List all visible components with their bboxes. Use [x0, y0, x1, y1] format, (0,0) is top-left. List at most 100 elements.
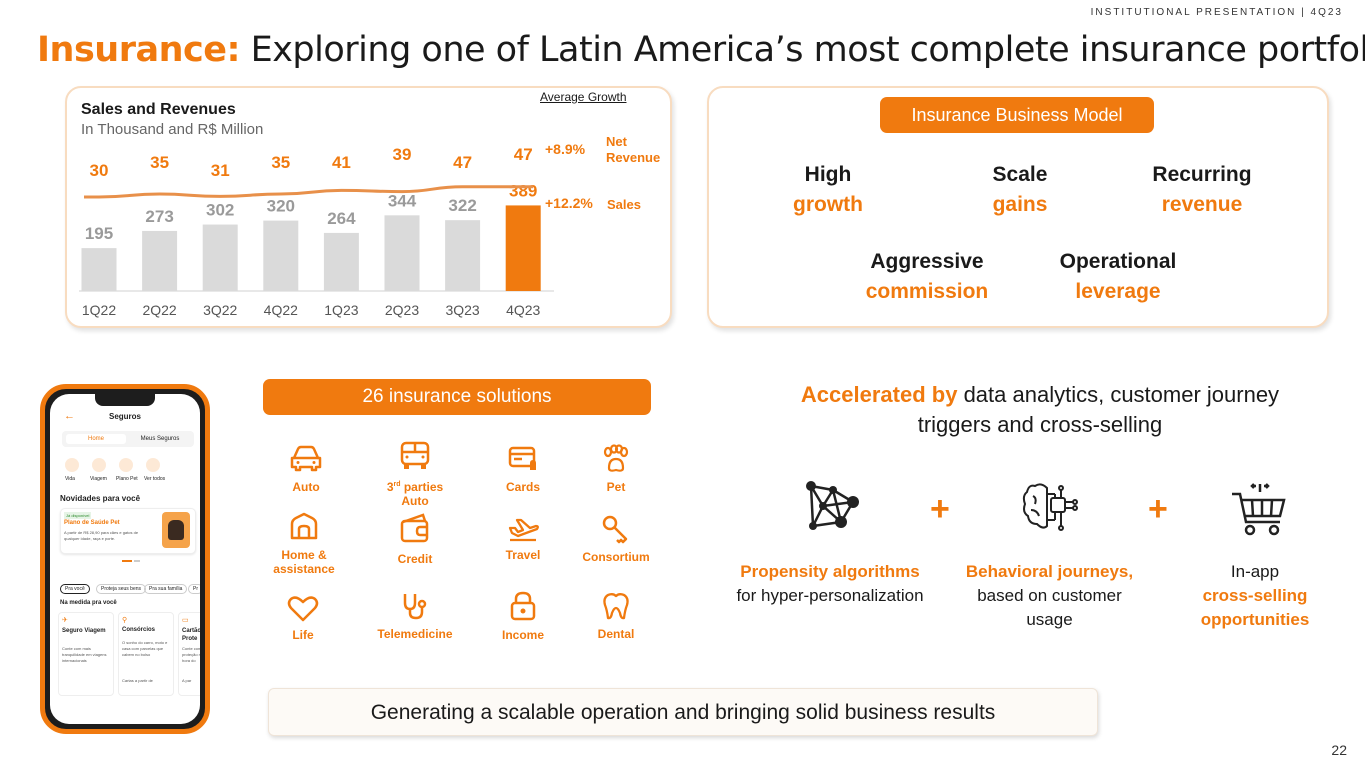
sales-value-2Q22: 273	[145, 207, 173, 226]
plane-small-icon: ✈	[62, 617, 68, 624]
page-title: Insurance: Exploring one of Latin Americ…	[37, 30, 1365, 70]
sales-value-4Q22: 320	[267, 197, 295, 216]
promo-text: A partir de R$ 28,90 para cães e gatos d…	[64, 530, 139, 541]
card-small-icon: ▭	[182, 617, 189, 624]
title-prefix: Insurance:	[37, 30, 240, 70]
feature-behavioral: Behavioral journeys, based on customer u…	[962, 560, 1137, 632]
card-icon	[508, 446, 536, 470]
solution-telemedicine[interactable]: Telemedicine	[365, 591, 465, 641]
back-arrow-icon[interactable]: ←	[64, 410, 75, 422]
category-label-1Q22: 1Q22	[82, 302, 116, 318]
revenue-value-4Q22: 35	[271, 153, 290, 172]
dog-image	[168, 520, 184, 540]
solution-cards[interactable]: Cards	[473, 444, 573, 494]
sales-value-1Q22: 195	[85, 224, 113, 243]
category-label-3Q23: 3Q23	[445, 302, 479, 318]
solution-label-third-parties: 3rd parties Auto	[386, 480, 444, 508]
offer-card-viagem[interactable]	[58, 612, 114, 696]
feature-cross-selling-bold: cross-selling opportunities	[1200, 586, 1310, 629]
presentation-tag: INSTITUTIONAL PRESENTATION | 4Q23	[1090, 7, 1343, 18]
quick-plano-pet[interactable]: Plano Pet	[116, 476, 138, 482]
heart-icon	[287, 596, 319, 622]
feature-cross-selling-pre: In-app	[1230, 562, 1280, 581]
sales-bar-3Q23	[445, 220, 481, 291]
business-model-title: Insurance Business Model	[880, 97, 1154, 133]
phone-tab-meus-seguros[interactable]: Meus Seguros	[140, 436, 180, 442]
phone-tab-home[interactable]: Home	[66, 434, 126, 444]
feature-propensity-bold: Propensity algorithms	[740, 562, 920, 581]
offer-text-viagem: Conte com mais tranquilidade em viagens …	[62, 646, 107, 663]
sales-value-4Q23: 389	[509, 181, 537, 200]
legend-net-line1: Net	[606, 134, 628, 149]
solution-consortium[interactable]: Consortium	[566, 514, 666, 564]
model-item-operational-leverage: Operational leverage	[1059, 250, 1177, 303]
category-label-1Q23: 1Q23	[324, 302, 358, 318]
sales-value-1Q23: 264	[327, 209, 356, 228]
sales-value-3Q22: 302	[206, 201, 234, 220]
chip-proteja[interactable]: Proteja seus bens	[96, 584, 147, 594]
phone-section-novidades: Novidades para você	[60, 494, 141, 503]
solution-life[interactable]: Life	[253, 594, 353, 642]
solution-label-credit: Credit	[397, 552, 433, 566]
key-icon	[602, 515, 628, 544]
feature-propensity-rest: for hyper-personalization	[736, 586, 924, 605]
category-label-2Q23: 2Q23	[385, 302, 419, 318]
quick-vida[interactable]: Vida	[65, 476, 75, 482]
offer-title-consorcio: Consórcios	[122, 627, 156, 633]
solution-dental[interactable]: Dental	[566, 591, 666, 641]
category-label-2Q22: 2Q22	[142, 302, 176, 318]
solution-home[interactable]: Home & assistance	[254, 512, 354, 576]
revenue-value-4Q23: 47	[514, 145, 533, 164]
feature-propensity: Propensity algorithms for hyper-personal…	[730, 560, 930, 608]
chip-pra-voce[interactable]: Pra você	[60, 584, 90, 594]
lock-icon	[510, 591, 536, 621]
revenue-value-3Q23: 47	[453, 153, 472, 172]
revenue-value-1Q22: 30	[90, 161, 109, 180]
offer-title-cartao: Cartão Prote	[182, 628, 200, 642]
offer-card-cartao[interactable]	[178, 612, 200, 696]
solution-pet[interactable]: Pet	[566, 444, 666, 494]
sales-bar-4Q23	[505, 205, 541, 291]
paw-icon	[603, 444, 629, 472]
phone-header: Seguros	[108, 412, 141, 421]
sales-value-2Q23: 344	[388, 191, 417, 210]
solution-travel[interactable]: Travel	[473, 514, 573, 562]
network-icon	[806, 481, 859, 530]
solution-income[interactable]: Income	[473, 590, 573, 642]
quick-ver-todos[interactable]: Ver todos	[144, 476, 166, 482]
net-revenue-line	[84, 185, 534, 199]
promo-tag: Já disponível	[64, 512, 92, 519]
sales-bar-1Q22	[81, 248, 117, 291]
car-icon	[290, 445, 322, 472]
accelerated-heading: Accelerated by data analytics, customer …	[770, 380, 1310, 440]
offer-card-consorcio[interactable]	[118, 612, 174, 696]
solution-label-income: Income	[501, 628, 544, 642]
sales-bar-3Q22	[202, 224, 238, 291]
sales-bar-2Q22	[142, 230, 178, 291]
solution-label-cards: Cards	[505, 480, 540, 494]
page-number: 22	[1331, 742, 1347, 758]
solution-label-dental: Dental	[597, 627, 635, 641]
sales-bar-2Q23	[384, 215, 420, 291]
solution-label-telemedicine: Telemedicine	[377, 627, 453, 641]
solution-label-home: Home & assistance	[273, 548, 335, 576]
quick-viagem[interactable]: Viagem	[90, 476, 107, 482]
chart-subtitle: In Thousand and R$ Million	[81, 121, 264, 138]
offer-text-consorcio: O sonho do carro, moto e casa com parcel…	[122, 640, 168, 657]
revenue-value-3Q22: 31	[211, 161, 230, 180]
title-text: Exploring one of Latin America’s most co…	[239, 30, 1365, 70]
results-banner: Generating a scalable operation and brin…	[268, 688, 1098, 736]
stethoscope-icon	[403, 594, 427, 620]
solution-label-life: Life	[292, 628, 314, 642]
solution-label-auto: Auto	[292, 480, 320, 494]
offer-title-viagem: Seguro Viagem	[62, 628, 106, 634]
chip-familia[interactable]: Pra sua família	[144, 584, 188, 594]
solution-credit[interactable]: Credit	[365, 512, 465, 566]
solution-third-parties-auto[interactable]: 3rd parties Auto	[365, 440, 465, 508]
accelerated-bold: Accelerated by	[800, 382, 958, 407]
revenue-value-1Q23: 41	[332, 153, 351, 172]
offer-text-cartao: Conte com proteção na hora do sufoco	[182, 646, 200, 663]
chip-more[interactable]: Pr	[188, 584, 200, 594]
solution-auto[interactable]: Auto	[256, 444, 356, 494]
legend-sales: Sales	[607, 197, 641, 212]
